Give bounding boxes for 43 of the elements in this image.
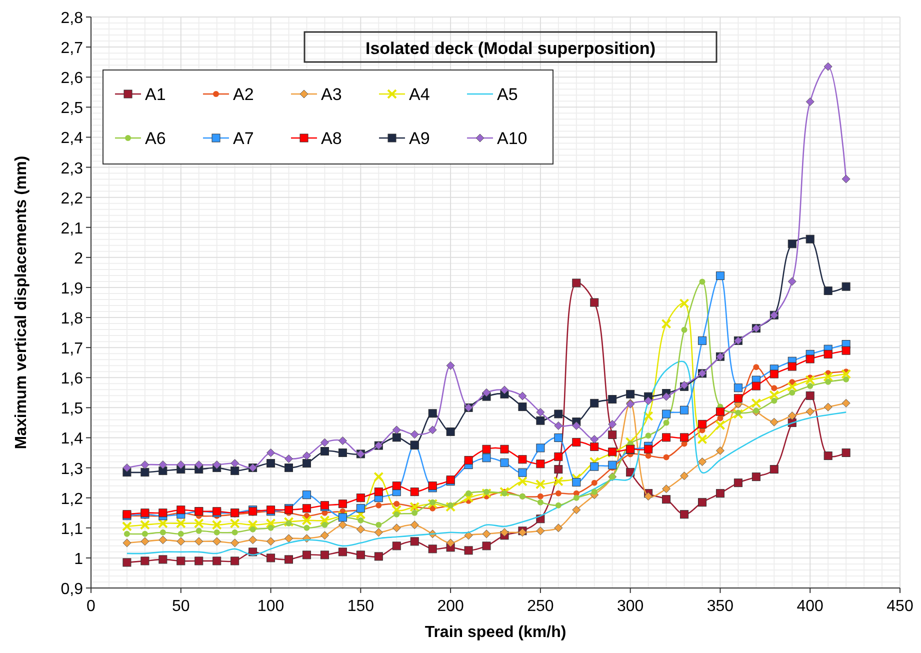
y-tick-label: 2,3 [60,160,84,178]
x-tick-label: 350 [706,598,734,615]
x-tick-label: 0 [86,598,96,615]
legend-label: A6 [145,129,166,148]
x-tick-label: 250 [527,598,554,615]
y-tick-label: 1,4 [60,430,84,448]
legend-label: A8 [321,129,342,148]
x-axis-title: Train speed (km/h) [424,624,566,641]
y-tick-label: 1,5 [60,400,84,418]
y-tick-label: 1,3 [60,460,84,478]
x-tick-label: 200 [437,598,464,615]
x-tick-label: 400 [796,598,824,615]
y-tick-label: 2,7 [60,40,84,58]
y-tick-label: 1,9 [60,280,84,298]
y-tick-label: 1,2 [60,490,84,508]
y-tick-label: 2,5 [60,100,84,118]
y-axis-title: Maximum vertical displacements (mm) [13,156,30,450]
y-tick-label: 0,9 [60,581,84,598]
y-tick-label: 2 [74,250,84,268]
y-tick-label: 1,1 [60,520,84,538]
x-tick-label: 100 [257,598,284,615]
y-tick-label: 2,2 [60,190,84,208]
legend-label: A10 [497,129,528,148]
x-tick-label: 50 [172,598,190,615]
legend-label: A3 [321,85,342,104]
legend-label: A4 [409,85,430,104]
y-tick-label: 2,4 [60,130,84,148]
y-tick-label: 2,8 [60,10,84,27]
legend-label: A2 [233,85,254,104]
y-tick-label: 1,7 [60,340,84,358]
y-tick-label: 1,8 [60,310,84,328]
legend-label: A7 [233,129,254,148]
x-tick-label: 150 [347,598,374,615]
legend-label: A5 [497,85,518,104]
text: Isolated deck (Modal superposition) [366,39,656,58]
y-tick-label: 1 [74,550,84,568]
legend-label: A1 [145,85,166,104]
y-tick-label: 1,6 [60,370,84,388]
y-tick-label: 2,6 [60,70,84,88]
x-tick-label: 450 [886,598,914,615]
x-tick-label: 300 [616,598,644,615]
y-tick-label: 2,1 [60,220,84,238]
legend-label: A9 [409,129,430,148]
